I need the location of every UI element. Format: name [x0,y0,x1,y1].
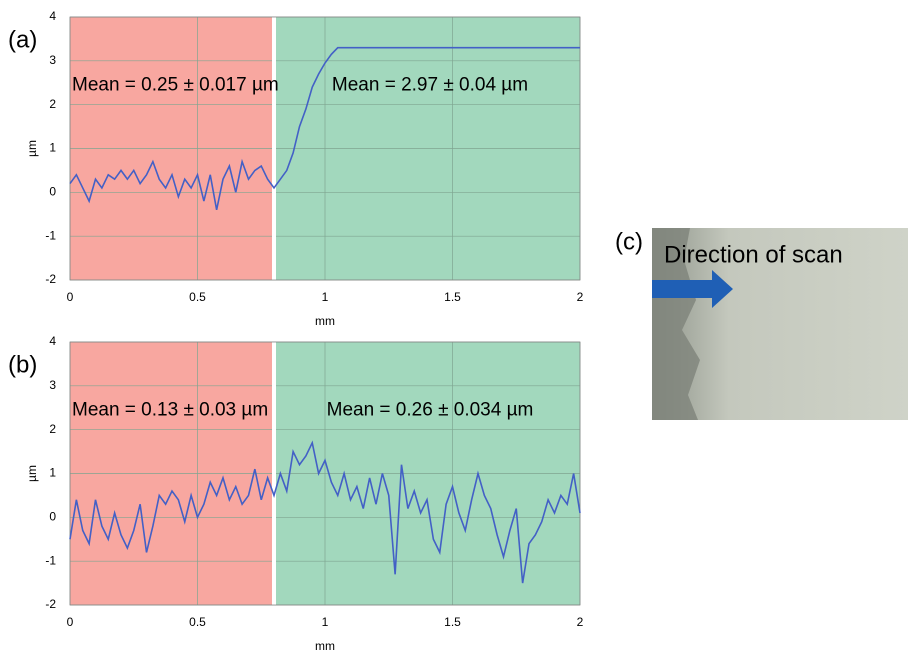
y-tick-label: 1 [49,466,56,480]
y-tick-label: 3 [49,378,56,392]
panel-label: (a) [8,26,37,53]
y-tick-label: -1 [45,553,56,567]
y-tick-label: -2 [45,272,56,286]
x-tick-label: 1 [322,290,329,304]
x-tick-label: 1.5 [444,615,461,629]
photo-edge [652,228,700,420]
line [69,46,580,211]
x-tick-label: 0 [67,290,74,304]
x-tick-label: 1.5 [444,290,461,304]
x-axis-label: mm [315,314,335,328]
annotation: Mean = 0.13 ± 0.03 µm [72,399,268,420]
y-tick-label: 3 [49,53,56,67]
y-tick-label: 1 [49,141,56,155]
x-tick-label: 0 [67,615,74,629]
photo-caption: Direction of scan [664,241,843,268]
x-tick-label: 0.5 [189,290,206,304]
chart: -2 -1 0 1 2 3 4 0 0.5 1 1.5 2 Mean = 0.25 ± 0.017 µm… [8,9,584,328]
y-tick-label: 4 [49,9,56,23]
y-tick-label: -1 [45,228,56,242]
photo [652,228,908,420]
x-tick-label: 1 [322,615,329,629]
chart: -2 -1 0 1 2 3 4 0 0.5 1 1.5 2 Mean = 0.13 ± 0.03 µm M… [8,334,584,653]
y-tick-label: 0 [49,185,56,199]
photo-panel: (c) Direction of scan [615,228,908,420]
y-tick-label: -2 [45,597,56,611]
annotation: Mean = 2.97 ± 0.04 µm [332,74,528,95]
annotation: Mean = 0.26 ± 0.034 µm [327,399,534,420]
scan-arrow [652,270,733,308]
y-axis-label: µm [25,140,39,157]
y-axis-label: µm [25,465,39,482]
annotation: Mean = 0.25 ± 0.017 µm [72,74,279,95]
panel-label: (c) [615,228,643,255]
y-tick-label: 2 [49,422,56,436]
y-tick-label: 2 [49,97,56,111]
x-axis-label: mm [315,639,335,653]
panel-label: (b) [8,351,37,378]
plot-frame [69,16,581,281]
x-tick-label: 2 [577,615,584,629]
x-tick-label: 2 [577,290,584,304]
line [69,440,581,584]
x-tick-label: 0.5 [189,615,206,629]
y-tick-label: 0 [49,510,56,524]
y-tick-label: 4 [49,334,56,348]
plot-frame [69,341,581,606]
